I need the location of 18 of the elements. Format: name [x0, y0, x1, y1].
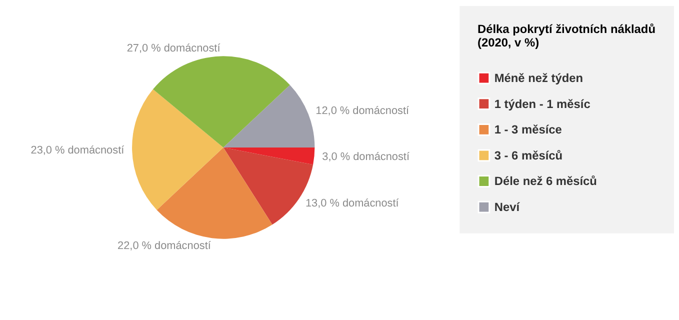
data-label: 3,0 % domácností	[322, 150, 410, 163]
data-label: 12,0 % domácností	[316, 104, 410, 117]
legend-label: 1 týden - 1 měsíc	[494, 96, 591, 111]
data-label: 27,0 % domácností	[126, 42, 220, 54]
legend-title: Délka pokrytí životních nákladů (2020, v %)	[477, 22, 656, 50]
pie-slice	[223, 148, 315, 165]
pie-slice	[156, 148, 272, 239]
data-label: 13,0 % domácností	[305, 197, 399, 210]
data-label: 23,0 % domácností	[30, 144, 124, 157]
legend-label: 1 - 3 měsíce	[494, 122, 562, 137]
pie-slice	[223, 84, 315, 148]
legend-label: Neví	[494, 200, 520, 214]
legend-label: Déle než 6 měsíců	[494, 174, 597, 188]
pie-slice	[152, 56, 290, 148]
pie-slice	[132, 89, 224, 210]
legend-label: Méně než týden	[494, 70, 584, 85]
legend-label: 3 - 6 měsíců	[494, 148, 563, 162]
data-label: 22,0 % domácností	[118, 240, 211, 252]
